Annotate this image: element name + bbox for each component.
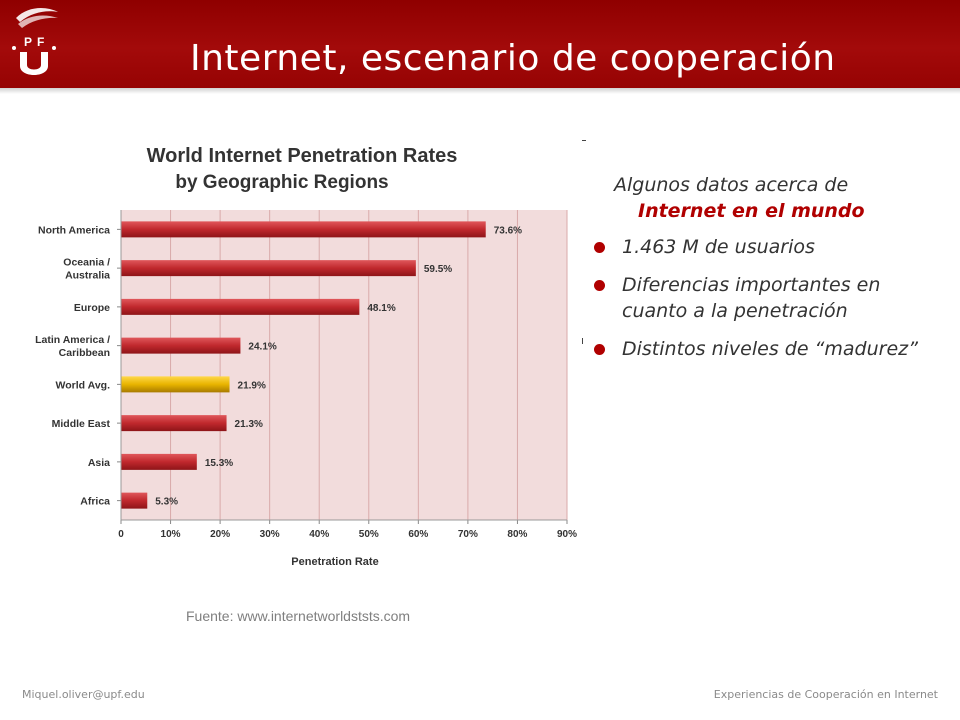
panel-intro: Algunos datos acerca de Internet en el m… [614,172,944,224]
category-label: Middle East [52,418,111,430]
category-label-line: Europe [74,302,110,314]
category-label: Latin America / Caribbean [35,334,110,359]
panel-intro-text: Algunos datos acerca de [614,174,849,196]
bullet-item: Diferencias importantes en cuanto a la p… [594,272,944,324]
bar [121,492,148,509]
bullet-text: 1.463 M de usuarios [622,236,815,258]
x-tick-label: 60% [408,529,428,540]
bar-value-label: 24.1% [248,342,276,353]
category-label-line: Latin America / [35,334,110,346]
category-label: Europe [74,302,110,314]
chart-subtitle: by Geographic Regions [175,172,388,193]
category-label: Africa [80,496,110,508]
bar [121,221,486,238]
bullet-dot-icon [594,280,605,291]
x-tick-label: 10% [161,529,181,540]
bullet-list: 1.463 M de usuarios Diferencias importan… [594,234,944,362]
x-tick-label: 70% [458,529,478,540]
bar-value-label: 21.3% [235,419,263,430]
footer-course: Experiencias de Cooperación en Internet [713,688,938,701]
category-label-line: North America [38,224,110,236]
x-tick-label: 30% [260,529,280,540]
bar [121,260,416,277]
bullet-text: Diferencias importantes en cuanto a la p… [622,274,881,322]
category-label: Oceania / Australia [63,257,110,282]
upf-logo: P F [12,8,58,75]
x-axis-label: Penetration Rate [291,556,378,568]
category-label-line: Asia [88,457,110,469]
decorative-bracket [582,338,583,344]
bar-value-label: 73.6% [494,225,522,236]
bullet-item: 1.463 M de usuarios [594,234,944,260]
bar-value-label: 15.3% [205,458,233,469]
penetration-chart: World Internet Penetration Rates by Geog… [20,130,590,575]
footer-email: Miquel.oliver@upf.edu [22,688,145,701]
category-label-line: Oceania / [63,257,110,269]
x-tick-label: 50% [359,529,379,540]
category-label-line: Middle East [52,418,111,430]
header-shadow [0,88,960,94]
panel-highlight: Internet en el mundo [638,200,865,222]
slide-header: P F Internet, escenario de cooperación [0,0,960,88]
chart-svg: World Internet Penetration Rates by Geog… [35,145,577,568]
plot-area [121,210,567,520]
category-label: World Avg. [56,379,111,391]
logo-letter-p: P [24,35,32,49]
category-label: Asia [88,457,110,469]
category-label: North America [38,224,110,236]
bar [121,376,230,393]
chart-title: World Internet Penetration Rates [147,145,458,167]
bullet-item: Distintos niveles de “madurez” [594,336,944,362]
bullet-dot-icon [594,344,605,355]
category-label-line: Caribbean [59,347,110,359]
bar-value-label: 59.5% [424,264,452,275]
bar-value-label: 21.9% [238,380,266,391]
bar [121,415,227,432]
decorative-dash [582,140,586,141]
slide-title: Internet, escenario de cooperación [190,38,836,79]
bullet-dot-icon [594,242,605,253]
source-note: Fuente: www.internetworldststs.com [186,608,411,624]
x-tick-label: 80% [507,529,527,540]
bar-value-label: 5.3% [155,497,178,508]
bar [121,337,241,354]
bullet-text: Distintos niveles de “madurez” [622,338,918,360]
logo-letter-f: F [37,35,44,49]
bar-value-label: 48.1% [367,303,395,314]
x-tick-label: 40% [309,529,329,540]
category-label-line: Africa [80,496,110,508]
category-label-line: Australia [65,270,110,282]
category-label-line: World Avg. [56,379,111,391]
x-tick-label: 0 [118,529,124,540]
x-tick-label: 20% [210,529,230,540]
info-panel: Algunos datos acerca de Internet en el m… [594,172,944,374]
bar [121,298,360,315]
bar [121,453,197,470]
x-tick-label: 90% [557,529,577,540]
